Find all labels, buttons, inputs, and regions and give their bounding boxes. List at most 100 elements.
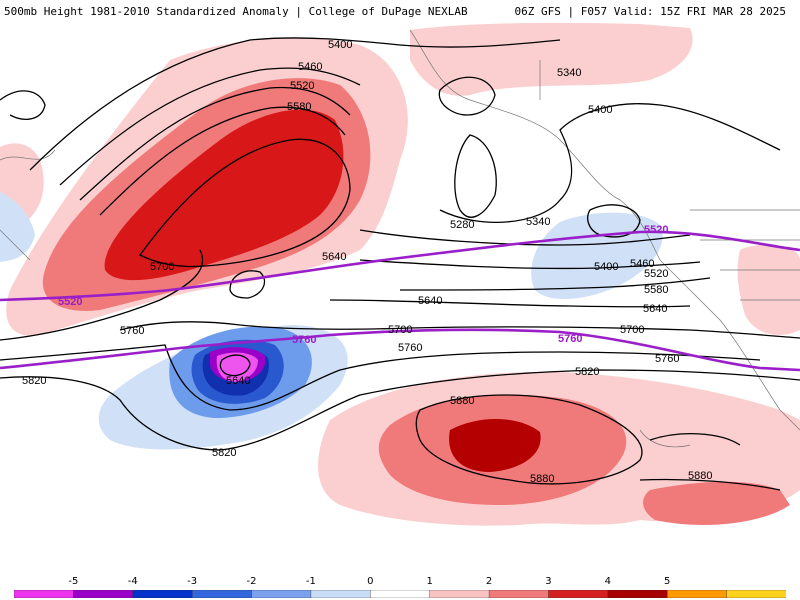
pos-anom-mid-east: [643, 481, 790, 525]
contour-5520-east: [359, 259, 701, 270]
label-5640-b: 5640: [322, 251, 346, 263]
purple-label-5760-a: 5760: [292, 334, 316, 346]
contour-5700-west: [0, 249, 204, 341]
colorbar-swatch: [429, 590, 490, 598]
coastline-baja: [639, 429, 691, 448]
label-5640-a: 5640: [643, 303, 667, 315]
colorbar-tick-label: -4: [127, 576, 138, 587]
label-5820-b: 5820: [212, 447, 236, 459]
label-5820-c: 5820: [575, 366, 599, 378]
reference-contour-labels: 5520 5520 5760 5760: [58, 224, 668, 346]
contour-5640-ridge: [139, 138, 351, 268]
map-header: 500mb Height 1981-2010 Standardized Anom…: [0, 0, 800, 22]
colorbar: [14, 590, 786, 598]
contour-5820-main: [0, 369, 800, 451]
header-title: 500mb Height 1981-2010 Standardized Anom…: [4, 5, 468, 18]
contour-5400-north: [29, 37, 561, 171]
contour-5700-main: [119, 321, 800, 339]
purple-label-5520-a: 5520: [58, 296, 82, 308]
label-5520-b: 5520: [644, 268, 668, 280]
purple-label-5760-b: 5760: [558, 333, 582, 345]
colorbar-tick-label: 5: [664, 576, 671, 587]
label-5700-a: 5700: [150, 261, 174, 273]
label-5760-b: 5760: [398, 342, 422, 354]
contour-5880-east: [649, 433, 741, 446]
colorbar-swatch: [132, 590, 193, 598]
label-5760-a: 5760: [120, 325, 144, 337]
colorbar-tick-label: -2: [246, 576, 257, 587]
coastline-alaska: [409, 29, 661, 261]
colorbar-tick-label: -5: [68, 576, 79, 587]
colorbar-swatch: [370, 590, 431, 598]
label-5880-b: 5880: [530, 473, 554, 485]
label-5880-c: 5880: [688, 470, 712, 482]
colorbar-swatch: [14, 590, 75, 598]
label-5280: 5280: [450, 219, 474, 231]
pos-anom-light-coast: [737, 244, 800, 335]
label-5400-c: 5400: [594, 261, 618, 273]
label-5760-c: 5760: [655, 353, 679, 365]
contour-5460: [59, 67, 361, 186]
contour-labels: 5400 5460 5520 5580 5340 5400 5280 5340 …: [22, 39, 712, 485]
contour-west-high: [0, 90, 46, 120]
label-5460-a: 5460: [298, 61, 322, 73]
positive-anomaly-strong: [104, 109, 541, 472]
pos-anom-max-subtropics: [449, 418, 541, 472]
contour-5640-east: [329, 299, 691, 308]
contour-5400-low: [587, 204, 641, 238]
neg-anom-light-west: [0, 191, 35, 262]
colorbar-tick-label: 4: [604, 576, 612, 587]
contour-closed-small: [229, 270, 265, 299]
contour-5340-5400: [439, 103, 781, 223]
pos-anom-light-gulf: [410, 22, 693, 96]
contour-5580-east: [399, 277, 711, 291]
contour-closed-high: [438, 76, 496, 116]
colorbar-swatch: [73, 590, 134, 598]
contour-5460-east: [359, 229, 691, 246]
label-5400-a: 5400: [328, 39, 352, 51]
label-5820-a: 5820: [22, 375, 46, 387]
contour-5760-main: [0, 344, 761, 411]
coastline-west-us: [659, 259, 800, 431]
colorbar-swatch: [310, 590, 372, 598]
label-5640-d: 5640: [226, 375, 250, 387]
purple-contour-5520: [0, 230, 800, 302]
coastlines: [0, 29, 800, 448]
label-5700-b: 5700: [388, 324, 412, 336]
label-5340-b: 5340: [526, 216, 550, 228]
contour-5280-trough: [454, 134, 497, 218]
colorbar-swatch: [191, 590, 253, 598]
label-5340-a: 5340: [557, 67, 581, 79]
colorbar-swatch: [251, 590, 312, 598]
label-5580-a: 5580: [287, 101, 311, 113]
state-borders: [690, 209, 800, 301]
purple-contour-5760: [0, 328, 800, 372]
label-5700-c: 5700: [620, 324, 644, 336]
colorbar-tick-label: -3: [187, 576, 198, 587]
label-5640-c: 5640: [418, 295, 442, 307]
contour-5580-north: [99, 106, 346, 216]
colorbar-swatch: [726, 590, 786, 598]
contour-5880-south: [639, 478, 781, 491]
header-valid-time: 06Z GFS | F057 Valid: 15Z FRI MAR 28 202…: [514, 5, 786, 18]
pos-anom-strong-north: [104, 109, 344, 281]
reference-contours: [0, 230, 800, 372]
colorbar-tick-label: 0: [367, 576, 374, 587]
height-contours: [0, 37, 800, 491]
colorbar-legend: -5 -4 -3 -2 -1 0 1 2 3 4 5: [0, 574, 800, 600]
coastline-asia: [0, 149, 56, 261]
colorbar-tick-label: 2: [485, 576, 493, 587]
label-5880-a: 5880: [450, 395, 474, 407]
colorbar-swatch: [548, 590, 609, 598]
contour-5880-main: [415, 394, 643, 485]
contour-5640-low: [219, 354, 251, 377]
label-5400-b: 5400: [588, 104, 612, 116]
colorbar-swatches: [14, 590, 786, 598]
colorbar-tick-label: 3: [545, 576, 552, 587]
map-canvas: 5400 5460 5520 5580 5340 5400 5280 5340 …: [0, 22, 800, 574]
label-5520-a: 5520: [290, 80, 314, 92]
label-5580-b: 5580: [644, 284, 668, 296]
colorbar-swatch: [667, 590, 728, 598]
purple-label-5520-b: 5520: [644, 224, 668, 236]
colorbar-tick-label: 1: [426, 576, 433, 587]
